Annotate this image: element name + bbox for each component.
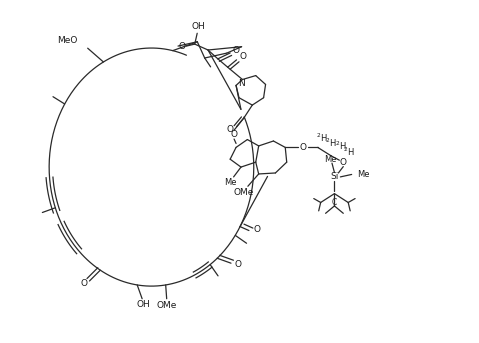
Text: O: O bbox=[80, 280, 87, 288]
Text: $^{2}$H: $^{2}$H bbox=[343, 146, 355, 158]
Text: $^{2}$H: $^{2}$H bbox=[325, 136, 336, 149]
Text: MeO: MeO bbox=[57, 36, 78, 45]
Text: O: O bbox=[299, 143, 307, 152]
Text: C: C bbox=[332, 198, 337, 206]
Text: Me: Me bbox=[224, 178, 237, 187]
Text: O: O bbox=[227, 125, 234, 134]
Text: OMe: OMe bbox=[157, 301, 177, 310]
Text: O: O bbox=[254, 225, 261, 234]
Text: Me: Me bbox=[357, 170, 370, 179]
Text: O: O bbox=[230, 130, 238, 139]
Text: O: O bbox=[240, 52, 247, 61]
Text: Me: Me bbox=[324, 155, 337, 164]
Text: O: O bbox=[179, 42, 185, 50]
Text: N: N bbox=[238, 79, 245, 88]
Text: O: O bbox=[234, 260, 241, 269]
Text: OH: OH bbox=[136, 300, 150, 309]
Text: O: O bbox=[340, 158, 347, 167]
Text: OMe: OMe bbox=[234, 188, 254, 197]
Text: OH: OH bbox=[192, 22, 205, 31]
Text: $^{2}$H: $^{2}$H bbox=[316, 131, 327, 144]
Text: Si: Si bbox=[330, 173, 339, 181]
Text: $^{2}$H: $^{2}$H bbox=[335, 140, 346, 152]
Text: O: O bbox=[233, 46, 240, 55]
